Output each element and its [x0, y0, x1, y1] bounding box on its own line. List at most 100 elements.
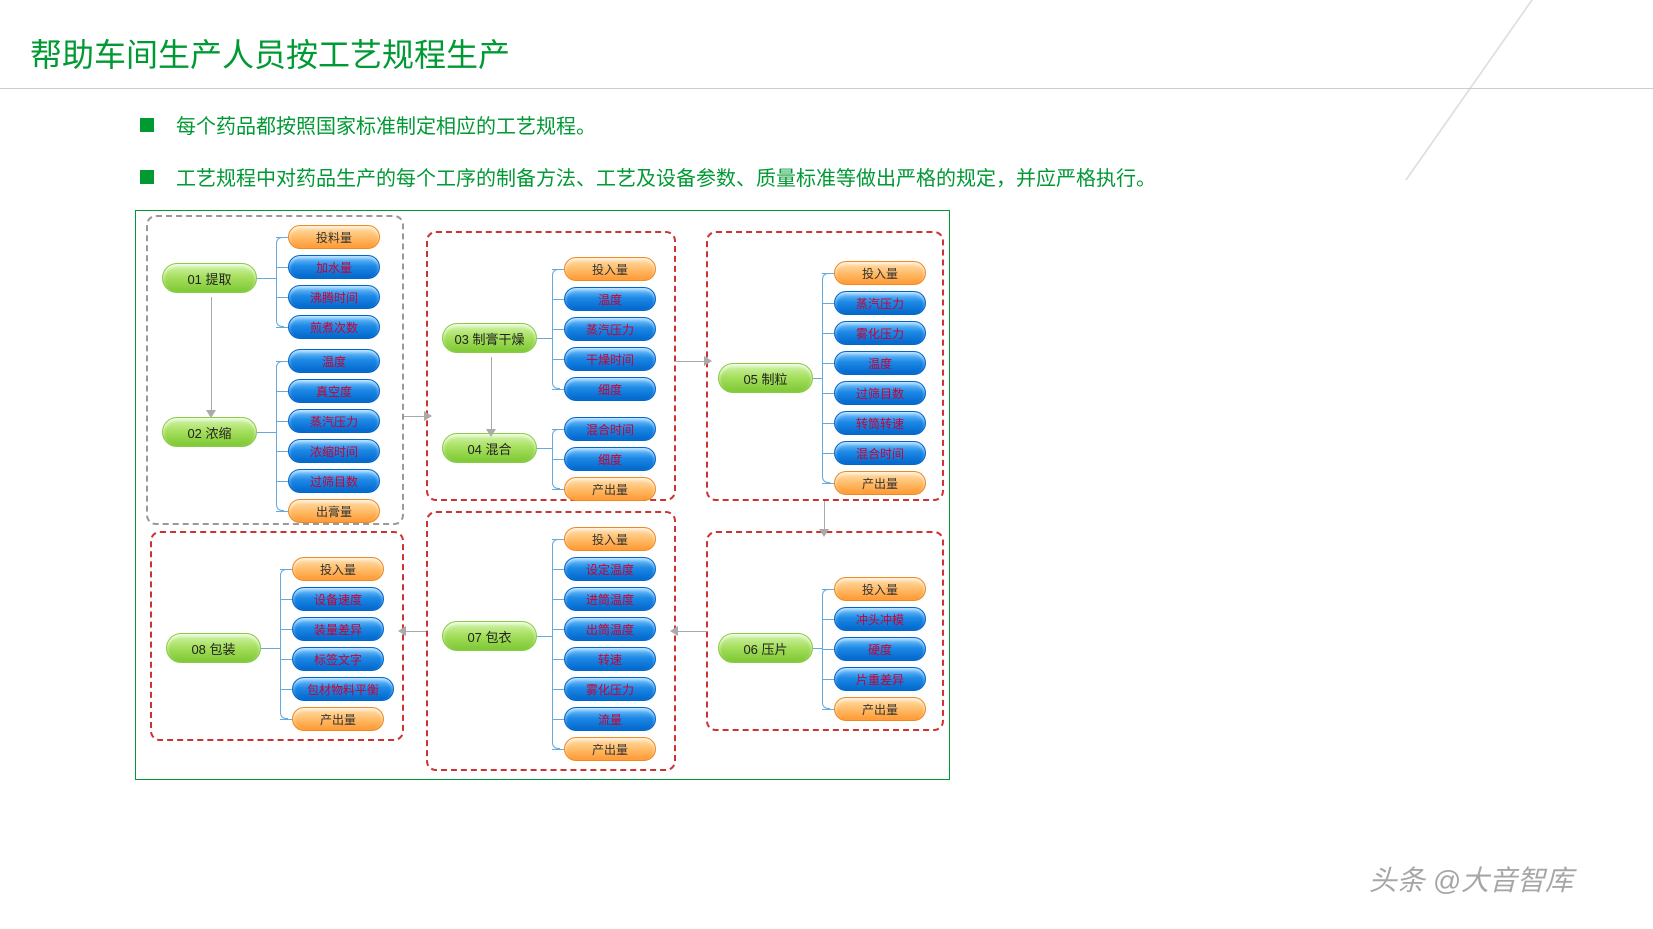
- connector-tick: [552, 659, 564, 660]
- param-pill: 蒸汽压力: [288, 409, 380, 433]
- process-group-g5: 07 包衣投入量设定温度进筒温度出筒温度转速雾化压力流量产出量: [426, 511, 676, 771]
- flow-arrow: [491, 357, 492, 431]
- param-pill: 产出量: [564, 737, 656, 761]
- connector-tick: [822, 393, 834, 394]
- flow-arrow: [404, 631, 426, 632]
- flow-arrow: [211, 297, 212, 412]
- connector-tick: [822, 453, 834, 454]
- param-pill: 煎煮次数: [288, 315, 380, 339]
- bracket-line: [552, 539, 560, 749]
- flow-arrow: [676, 631, 706, 632]
- connector-tick: [276, 297, 288, 298]
- arrow-head-icon: [424, 411, 432, 421]
- param-pill: 投入量: [564, 527, 656, 551]
- step-node-s05: 05 制粒: [718, 363, 813, 393]
- param-pill: 投入量: [292, 557, 384, 581]
- param-pill: 雾化压力: [564, 677, 656, 701]
- step-node-s01: 01 提取: [162, 263, 257, 293]
- connector-tick: [822, 303, 834, 304]
- param-pill: 真空度: [288, 379, 380, 403]
- connector-tick: [276, 327, 288, 328]
- param-pill: 温度: [834, 351, 926, 375]
- param-pill: 产出量: [834, 697, 926, 721]
- bullet-text: 工艺规程中对药品生产的每个工序的制备方法、工艺及设备参数、质量标准等做出严格的规…: [176, 164, 1156, 194]
- param-pill: 包材物料平衡: [292, 677, 394, 701]
- connector-tick: [552, 569, 564, 570]
- process-group-g3: 05 制粒投入量蒸汽压力雾化压力温度过筛目数转筒转速混合时间产出量: [706, 231, 944, 501]
- connector-tick: [552, 459, 564, 460]
- page-title: 帮助车间生产人员按工艺规程生产: [30, 30, 510, 76]
- connector-tick: [552, 749, 564, 750]
- connector-tick: [280, 569, 292, 570]
- connector-line: [537, 636, 552, 637]
- param-pill: 装量差异: [292, 617, 384, 641]
- process-group-g4: 06 压片投入量冲头冲模硬度片重差异产出量: [706, 531, 944, 731]
- arrow-head-icon: [206, 410, 216, 418]
- connector-tick: [280, 629, 292, 630]
- connector-tick: [822, 709, 834, 710]
- connector-tick: [552, 429, 564, 430]
- connector-tick: [276, 391, 288, 392]
- connector-tick: [552, 719, 564, 720]
- connector-tick: [276, 361, 288, 362]
- connector-tick: [822, 363, 834, 364]
- bullet-list: 每个药品都按照国家标准制定相应的工艺规程。 工艺规程中对药品生产的每个工序的制备…: [140, 112, 1573, 216]
- connector-line: [537, 448, 552, 449]
- param-pill: 投入量: [834, 577, 926, 601]
- connector-tick: [822, 423, 834, 424]
- connector-tick: [276, 421, 288, 422]
- connector-tick: [280, 659, 292, 660]
- connector-tick: [552, 269, 564, 270]
- connector-tick: [822, 619, 834, 620]
- connector-tick: [280, 599, 292, 600]
- connector-tick: [552, 359, 564, 360]
- bullet-item: 每个药品都按照国家标准制定相应的工艺规程。: [140, 112, 1573, 142]
- param-pill: 加水量: [288, 255, 380, 279]
- step-node-s06: 06 压片: [718, 633, 813, 663]
- connector-line: [537, 338, 552, 339]
- param-pill: 投入量: [834, 261, 926, 285]
- param-pill: 过筛目数: [288, 469, 380, 493]
- param-pill: 设定温度: [564, 557, 656, 581]
- connector-tick: [280, 689, 292, 690]
- param-pill: 设备速度: [292, 587, 384, 611]
- connector-tick: [822, 589, 834, 590]
- step-node-s08: 08 包装: [166, 633, 261, 663]
- param-pill: 过筛目数: [834, 381, 926, 405]
- arrow-head-icon: [398, 626, 406, 636]
- param-pill: 硬度: [834, 637, 926, 661]
- param-pill: 转筒转速: [834, 411, 926, 435]
- bracket-line: [280, 569, 288, 719]
- param-pill: 出膏量: [288, 499, 380, 523]
- connector-tick: [552, 299, 564, 300]
- connector-tick: [552, 389, 564, 390]
- param-pill: 进筒温度: [564, 587, 656, 611]
- connector-tick: [276, 511, 288, 512]
- bracket-line: [822, 273, 830, 483]
- connector-tick: [552, 329, 564, 330]
- connector-tick: [280, 719, 292, 720]
- bullet-square-icon: [140, 170, 154, 184]
- connector-tick: [276, 237, 288, 238]
- param-pill: 蒸汽压力: [564, 317, 656, 341]
- connector-line: [257, 278, 276, 279]
- connector-line: [813, 378, 822, 379]
- param-pill: 标签文字: [292, 647, 384, 671]
- arrow-head-icon: [670, 626, 678, 636]
- step-node-s03: 03 制膏干燥: [442, 323, 537, 353]
- connector-tick: [276, 451, 288, 452]
- connector-tick: [276, 481, 288, 482]
- process-group-g6: 08 包装投入量设备速度装量差异标签文字包材物料平衡产出量: [150, 531, 404, 741]
- param-pill: 投料量: [288, 225, 380, 249]
- step-node-s04: 04 混合: [442, 433, 537, 463]
- connector-tick: [822, 649, 834, 650]
- connector-tick: [552, 489, 564, 490]
- param-pill: 流量: [564, 707, 656, 731]
- step-node-s07: 07 包衣: [442, 621, 537, 651]
- connector-tick: [552, 539, 564, 540]
- param-pill: 出筒温度: [564, 617, 656, 641]
- param-pill: 细度: [564, 447, 656, 471]
- param-pill: 混合时间: [564, 417, 656, 441]
- arrow-head-icon: [819, 529, 829, 537]
- connector-tick: [276, 267, 288, 268]
